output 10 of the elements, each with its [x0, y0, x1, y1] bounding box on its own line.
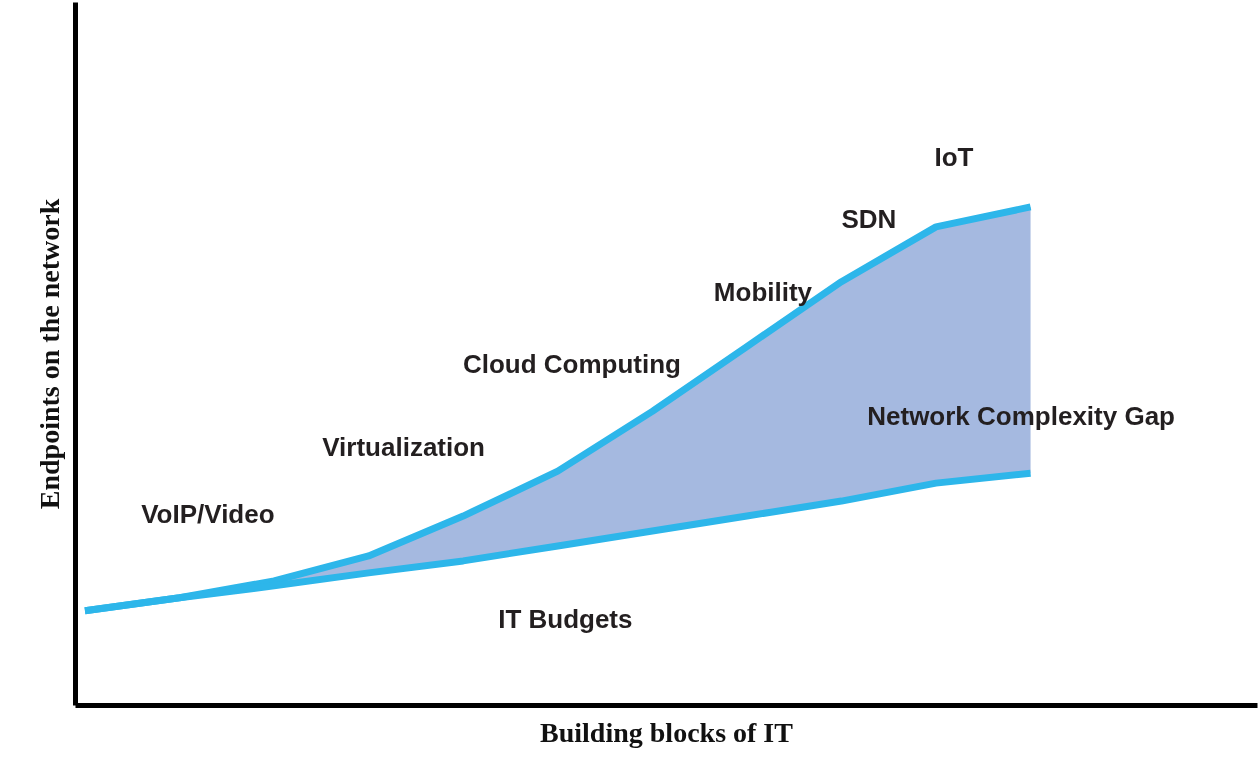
annotation: Cloud Computing [462, 349, 681, 380]
annotation: Network Complexity Gap [867, 401, 1175, 432]
annotation: Virtualization [322, 432, 486, 463]
annotation: VoIP/Video [141, 499, 275, 530]
text: IoT [934, 142, 974, 173]
annotation: Mobility [713, 276, 813, 307]
x-axis-title: Building blocks of IT [540, 716, 794, 748]
annotation: SDN [841, 203, 897, 234]
annotation: IT Budgets [498, 603, 633, 634]
y-axis-title: Endpoints on the network [33, 198, 65, 510]
